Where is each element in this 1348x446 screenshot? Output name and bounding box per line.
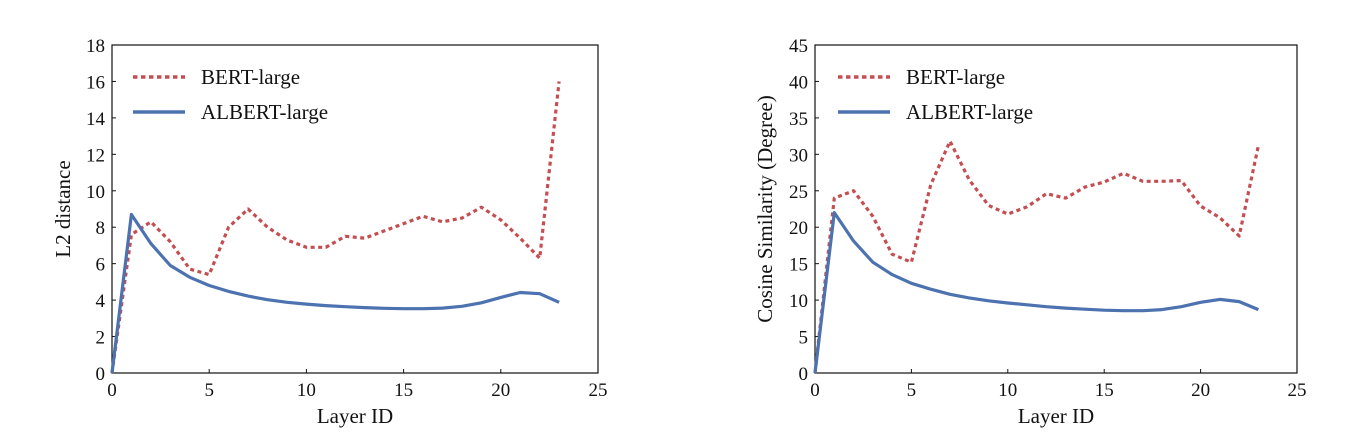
y-tick-label: 10 <box>86 182 105 203</box>
y-tick-label: 10 <box>789 291 808 312</box>
y-axis-label: Cosine Similarity (Degree) <box>753 95 777 322</box>
y-tick-label: 8 <box>96 218 106 239</box>
x-tick-label: 15 <box>1095 380 1114 401</box>
y-tick-label: 30 <box>789 145 808 166</box>
chart-panel-l2-distance: 0 5 10 15 20 25 0 2 4 6 8 10 12 14 16 18 Layer ID L2 dist… <box>51 36 608 428</box>
y-tick-label: 20 <box>789 218 808 239</box>
y-tick-label: 2 <box>96 328 106 349</box>
series-line-bert-large <box>813 139 1260 374</box>
x-tick-label: 15 <box>394 380 413 401</box>
y-tick-label: 14 <box>86 109 106 130</box>
y-tick-label: 6 <box>96 255 106 276</box>
x-tick-label: 0 <box>810 380 820 401</box>
x-tick-label: 10 <box>297 380 316 401</box>
series-line-albert-large <box>110 212 560 374</box>
x-tick-label: 25 <box>1288 380 1307 401</box>
x-tick-label: 5 <box>204 380 214 401</box>
x-axis-label: Layer ID <box>1018 404 1094 428</box>
y-tick-label: 18 <box>86 36 105 57</box>
x-tick-label: 20 <box>1191 380 1210 401</box>
series-line-bert-large <box>110 81 561 374</box>
y-tick-label: 25 <box>789 182 808 203</box>
y-tick-label: 16 <box>86 72 105 93</box>
y-tick-label: 12 <box>86 145 105 166</box>
legend-label-albert-large: ALBERT-large <box>906 100 1033 124</box>
legend-label-bert-large: BERT-large <box>906 65 1005 89</box>
y-tick-label: 45 <box>789 36 808 57</box>
x-tick-label: 10 <box>998 380 1017 401</box>
y-axis-label: L2 distance <box>51 160 75 257</box>
y-tick-label: 40 <box>789 72 808 93</box>
y-tick-label: 5 <box>799 328 809 349</box>
x-tick-label: 20 <box>491 380 510 401</box>
y-tick-label: 35 <box>789 109 808 130</box>
x-axis-label: Layer ID <box>317 404 393 428</box>
plot-frame <box>111 44 599 374</box>
chart-panel-cosine-similarity: 0 5 10 15 20 25 0 5 10 15 20 25 30 35 40 45 Layer ID Cosi… <box>753 36 1307 428</box>
y-tick-label: 4 <box>96 291 106 312</box>
x-tick-label: 0 <box>107 380 117 401</box>
series-line-albert-large <box>813 211 1260 374</box>
x-tick-label: 5 <box>907 380 917 401</box>
plot-frame <box>814 44 1298 374</box>
y-tick-label: 0 <box>96 364 106 385</box>
y-tick-label: 15 <box>789 255 808 276</box>
y-tick-label: 0 <box>799 364 809 385</box>
legend-label-bert-large: BERT-large <box>201 65 300 89</box>
x-tick-label: 25 <box>589 380 608 401</box>
legend-label-albert-large: ALBERT-large <box>201 100 328 124</box>
